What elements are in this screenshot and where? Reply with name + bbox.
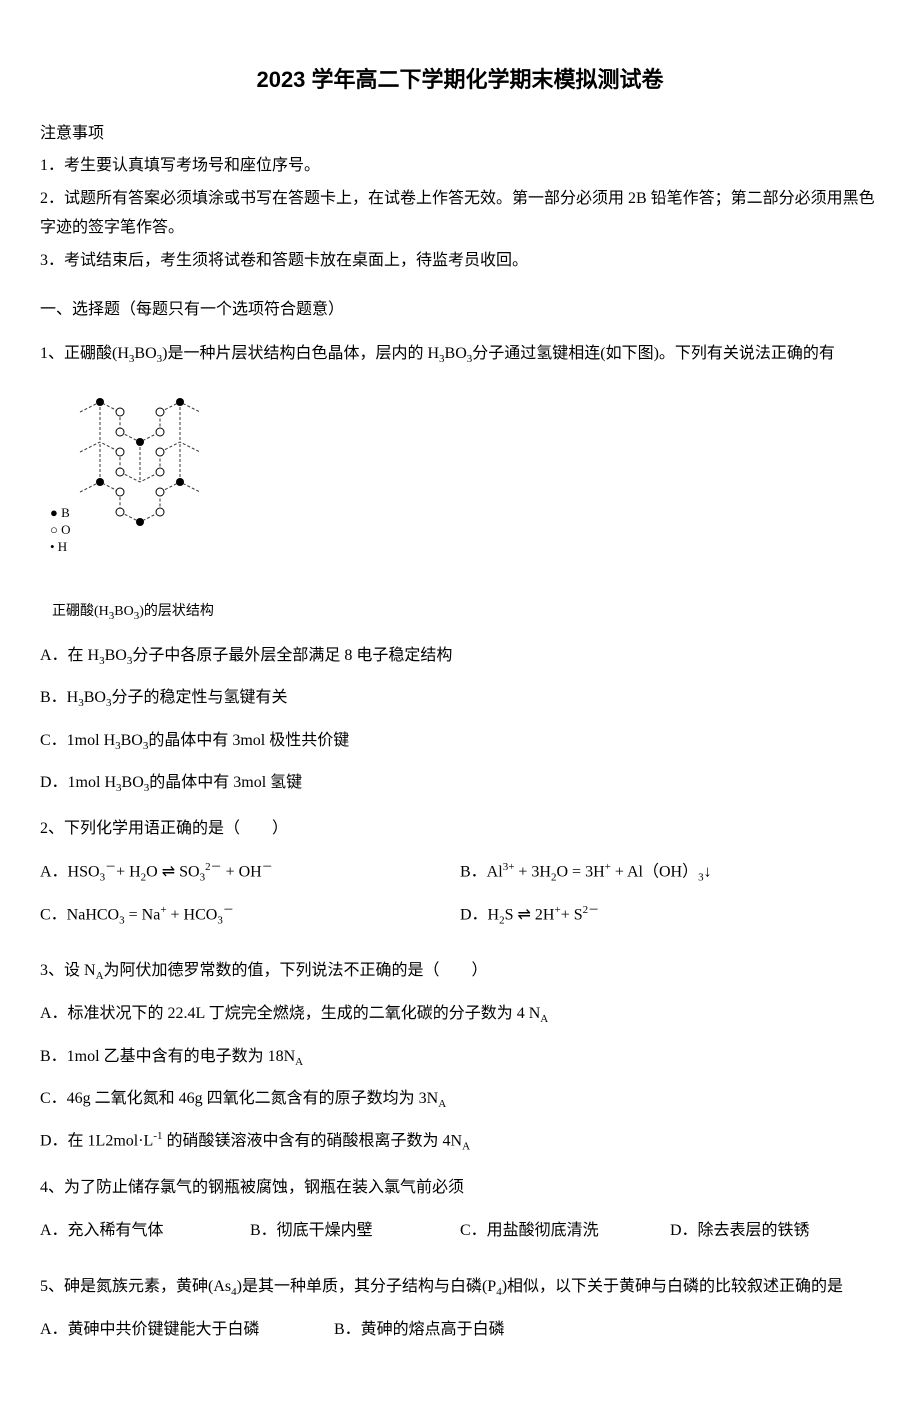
q5t-3: )相似，以下关于黄砷与白磷的比较叙述正确的是 (502, 1278, 843, 1295)
question-3-text: 3、设 NA为阿伏加德罗常数的值，下列说法不正确的是（ ） (40, 953, 880, 988)
q1-option-d: D．1mol H3BO3的晶体中有 3mol 氢键 (40, 767, 880, 799)
q1-cap-1: 正硼酸(H (52, 604, 109, 619)
q2a-2: + H (116, 863, 141, 880)
question-4: 4、为了防止储存氯气的钢瓶被腐蚀，钢瓶在装入氯气前必须 A．充入稀有气体 B．彻… (40, 1170, 880, 1257)
q2d-1: D．H (460, 906, 499, 923)
q2d-2: S ⇌ 2H (505, 906, 555, 923)
q1a-1: A．在 H (40, 647, 99, 664)
q2a-3: O ⇌ SO (146, 863, 199, 880)
question-5-text: 5、砷是氮族元素，黄砷(As4)是其一种单质，其分子结构与白磷(P4)相似，以下… (40, 1269, 880, 1304)
q1a-2: BO (105, 647, 127, 664)
q2b-2: + 3H (514, 863, 551, 880)
question-2-text: 2、下列化学用语正确的是（ ） (40, 811, 880, 846)
section-1-title: 一、选择题（每题只有一个选项符合题意） (40, 296, 880, 325)
q3-option-d: D．在 1L2mol·L-1 的硝酸镁溶液中含有的硝酸根离子数为 4NA (40, 1125, 880, 1158)
q1c-1: C．1mol H (40, 732, 115, 749)
q2b-3: O = 3H (556, 863, 604, 880)
q3b-1: B．1mol 乙基中含有的电子数为 18N (40, 1048, 295, 1065)
q3d-1: D．在 1L2mol·L (40, 1132, 153, 1149)
q2-option-a: A．HSO3－+ H2O ⇌ SO32－ + OH－ (40, 856, 460, 889)
q1b-3: 分子的稳定性与氢键有关 (111, 689, 287, 706)
q2c-3: + HCO (167, 906, 218, 923)
q2a-1: A．HSO (40, 863, 100, 880)
q1-figure-caption: 正硼酸(H3BO3)的层状结构 (52, 599, 880, 627)
q5-option-a: A．黄砷中共价键键能大于白磷 (40, 1314, 334, 1346)
question-2: 2、下列化学用语正确的是（ ） A．HSO3－+ H2O ⇌ SO32－ + O… (40, 811, 880, 941)
q2d-3: + S (561, 906, 583, 923)
question-3: 3、设 NA为阿伏加德罗常数的值，下列说法不正确的是（ ） A．标准状况下的 2… (40, 953, 880, 1157)
q5t-2: )是其一种单质，其分子结构与白磷(P (237, 1278, 497, 1295)
q4-option-c: C．用盐酸彻底清洗 (460, 1215, 670, 1247)
q3-option-c: C．46g 二氧化氮和 46g 四氧化二氮含有的原子数均为 3NA (40, 1083, 880, 1115)
q1-figure: ● B ○ O • H 正硼酸(H3BO3)的层状结构 (40, 382, 880, 626)
q2b-1: B．Al (460, 863, 503, 880)
notice-heading: 注意事项 (40, 120, 880, 149)
q2c-2: = Na (125, 906, 161, 923)
q1-option-c: C．1mol H3BO3的晶体中有 3mol 极性共价键 (40, 725, 880, 757)
q2-option-d: D．H2S ⇌ 2H++ S2－ (460, 899, 880, 932)
q5-option-b: B．黄砷的熔点高于白磷 (334, 1314, 586, 1346)
question-1-text: 1、正硼酸(H3BO3)是一种片层状结构白色晶体，层内的 H3BO3分子通过氢键… (40, 336, 880, 371)
q1-text-part4: BO (445, 345, 467, 362)
q3-option-a: A．标准状况下的 22.4L 丁烷完全燃烧，生成的二氧化碳的分子数为 4 NA (40, 998, 880, 1030)
question-1: 1、正硼酸(H3BO3)是一种片层状结构白色晶体，层内的 H3BO3分子通过氢键… (40, 336, 880, 799)
q3a-1: A．标准状况下的 22.4L 丁烷完全燃烧，生成的二氧化碳的分子数为 4 N (40, 1005, 540, 1022)
q1-option-a: A．在 H3BO3分子中各原子最外层全部满足 8 电子稳定结构 (40, 640, 880, 672)
q2b-5: ↓ (704, 863, 712, 880)
q3-option-b: B．1mol 乙基中含有的电子数为 18NA (40, 1041, 880, 1073)
q3d-2: 的硝酸镁溶液中含有的硝酸根离子数为 4N (163, 1132, 463, 1149)
boric-acid-diagram: ● B ○ O • H (40, 382, 240, 582)
instruction-2: 2．试题所有答案必须填涂或书写在答题卡上，在试卷上作答无效。第一部分必须用 2B… (40, 185, 880, 243)
q1c-3: 的晶体中有 3mol 极性共价键 (148, 732, 349, 749)
q3t-1: 3、设 N (40, 962, 96, 979)
q2b-4: + Al（OH） (611, 863, 698, 880)
q1a-3: 分子中各原子最外层全部满足 8 电子稳定结构 (132, 647, 452, 664)
q2c-1: C．NaHCO (40, 906, 119, 923)
legend-b: ● B (50, 505, 70, 520)
q4-option-a: A．充入稀有气体 (40, 1215, 250, 1247)
q1d-1: D．1mol H (40, 774, 116, 791)
exam-title: 2023 学年高二下学期化学期末模拟测试卷 (40, 60, 880, 100)
q3c-1: C．46g 二氧化氮和 46g 四氧化二氮含有的原子数均为 3N (40, 1090, 438, 1107)
q1-option-b: B．H3BO3分子的稳定性与氢键有关 (40, 682, 880, 714)
q2-option-c: C．NaHCO3 = Na+ + HCO3－ (40, 899, 460, 932)
q4-option-d: D．除去表层的铁锈 (670, 1215, 880, 1247)
instruction-1: 1．考生要认真填写考场号和座位序号。 (40, 152, 880, 181)
q2a-4: + OH (222, 863, 262, 880)
q1c-2: BO (121, 732, 143, 749)
q1d-3: 的晶体中有 3mol 氢键 (149, 774, 302, 791)
question-4-text: 4、为了防止储存氯气的钢瓶被腐蚀，钢瓶在装入氯气前必须 (40, 1170, 880, 1205)
q1b-1: B．H (40, 689, 78, 706)
question-5: 5、砷是氮族元素，黄砷(As4)是其一种单质，其分子结构与白磷(P4)相似，以下… (40, 1269, 880, 1356)
q3t-2: 为阿伏加德罗常数的值，下列说法不正确的是（ ） (104, 962, 488, 979)
q1b-2: BO (84, 689, 106, 706)
instruction-3: 3．考试结束后，考生须将试卷和答题卡放在桌面上，待监考员收回。 (40, 247, 880, 276)
q1d-2: BO (122, 774, 144, 791)
q2-option-b: B．Al3+ + 3H2O = 3H+ + Al（OH）3↓ (460, 856, 880, 889)
q1-text-part5: 分子通过氢键相连(如下图)。下列有关说法正确的有 (472, 345, 835, 362)
legend-o: ○ O (50, 522, 71, 537)
q1-text-part2: BO (134, 345, 156, 362)
q1-cap-3: )的层状结构 (139, 604, 214, 619)
q1-text-part3: )是一种片层状结构白色晶体，层内的 H (162, 345, 439, 362)
q5t-1: 5、砷是氮族元素，黄砷(As (40, 1278, 231, 1295)
q4-option-b: B．彻底干燥内壁 (250, 1215, 460, 1247)
legend-h: • H (50, 539, 67, 554)
q1-cap-2: BO (114, 604, 133, 619)
q1-text-part1: 1、正硼酸(H (40, 345, 129, 362)
